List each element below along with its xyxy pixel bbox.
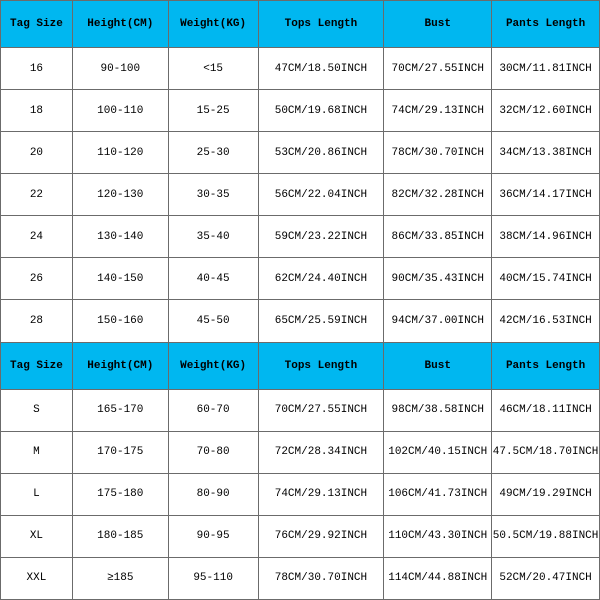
cell: 38CM/14.96INCH xyxy=(492,216,600,258)
cell: 74CM/29.13INCH xyxy=(258,473,384,515)
cell: 49CM/19.29INCH xyxy=(492,473,600,515)
cell: 25-30 xyxy=(168,132,258,174)
table-row: XXL ≥185 95-110 78CM/30.70INCH 114CM/44.… xyxy=(1,557,600,599)
cell: 30CM/11.81INCH xyxy=(492,48,600,90)
table-row: 24 130-140 35-40 59CM/23.22INCH 86CM/33.… xyxy=(1,216,600,258)
cell: 56CM/22.04INCH xyxy=(258,174,384,216)
table-row: 20 110-120 25-30 53CM/20.86INCH 78CM/30.… xyxy=(1,132,600,174)
cell: 120-130 xyxy=(72,174,168,216)
cell: 53CM/20.86INCH xyxy=(258,132,384,174)
col-height: Height(CM) xyxy=(72,1,168,48)
table-row: 16 90-100 <15 47CM/18.50INCH 70CM/27.55I… xyxy=(1,48,600,90)
col-pants-length: Pants Length xyxy=(492,342,600,389)
table-row: L 175-180 80-90 74CM/29.13INCH 106CM/41.… xyxy=(1,473,600,515)
cell: 59CM/23.22INCH xyxy=(258,216,384,258)
cell: 80-90 xyxy=(168,473,258,515)
table-row: M 170-175 70-80 72CM/28.34INCH 102CM/40.… xyxy=(1,431,600,473)
cell: 70CM/27.55INCH xyxy=(258,389,384,431)
cell: 150-160 xyxy=(72,300,168,342)
cell: 82CM/32.28INCH xyxy=(384,174,492,216)
cell: 72CM/28.34INCH xyxy=(258,431,384,473)
cell: XL xyxy=(1,515,73,557)
cell: 70CM/27.55INCH xyxy=(384,48,492,90)
cell: 40CM/15.74INCH xyxy=(492,258,600,300)
table-row: XL 180-185 90-95 76CM/29.92INCH 110CM/43… xyxy=(1,515,600,557)
header-row-1: Tag Size Height(CM) Weight(KG) Tops Leng… xyxy=(1,1,600,48)
cell: 86CM/33.85INCH xyxy=(384,216,492,258)
cell: L xyxy=(1,473,73,515)
cell: 60-70 xyxy=(168,389,258,431)
cell: M xyxy=(1,431,73,473)
table-row: 22 120-130 30-35 56CM/22.04INCH 82CM/32.… xyxy=(1,174,600,216)
cell: ≥185 xyxy=(72,557,168,599)
cell: 110CM/43.30INCH xyxy=(384,515,492,557)
cell: 18 xyxy=(1,90,73,132)
cell: 15-25 xyxy=(168,90,258,132)
cell: 65CM/25.59INCH xyxy=(258,300,384,342)
cell: 114CM/44.88INCH xyxy=(384,557,492,599)
cell: 94CM/37.00INCH xyxy=(384,300,492,342)
cell: 52CM/20.47INCH xyxy=(492,557,600,599)
col-bust: Bust xyxy=(384,342,492,389)
cell: <15 xyxy=(168,48,258,90)
cell: XXL xyxy=(1,557,73,599)
cell: 170-175 xyxy=(72,431,168,473)
cell: 16 xyxy=(1,48,73,90)
cell: 106CM/41.73INCH xyxy=(384,473,492,515)
cell: 47CM/18.50INCH xyxy=(258,48,384,90)
cell: 62CM/24.40INCH xyxy=(258,258,384,300)
col-weight: Weight(KG) xyxy=(168,342,258,389)
cell: 36CM/14.17INCH xyxy=(492,174,600,216)
cell: 90CM/35.43INCH xyxy=(384,258,492,300)
col-pants-length: Pants Length xyxy=(492,1,600,48)
cell: 26 xyxy=(1,258,73,300)
cell: 140-150 xyxy=(72,258,168,300)
cell: 95-110 xyxy=(168,557,258,599)
cell: 28 xyxy=(1,300,73,342)
cell: 30-35 xyxy=(168,174,258,216)
col-height: Height(CM) xyxy=(72,342,168,389)
table-row: S 165-170 60-70 70CM/27.55INCH 98CM/38.5… xyxy=(1,389,600,431)
cell: 90-95 xyxy=(168,515,258,557)
cell: S xyxy=(1,389,73,431)
cell: 90-100 xyxy=(72,48,168,90)
cell: 110-120 xyxy=(72,132,168,174)
cell: 46CM/18.11INCH xyxy=(492,389,600,431)
col-tag-size: Tag Size xyxy=(1,1,73,48)
cell: 32CM/12.60INCH xyxy=(492,90,600,132)
cell: 102CM/40.15INCH xyxy=(384,431,492,473)
cell: 165-170 xyxy=(72,389,168,431)
cell: 34CM/13.38INCH xyxy=(492,132,600,174)
cell: 78CM/30.70INCH xyxy=(258,557,384,599)
cell: 50CM/19.68INCH xyxy=(258,90,384,132)
cell: 45-50 xyxy=(168,300,258,342)
header-row-2: Tag Size Height(CM) Weight(KG) Tops Leng… xyxy=(1,342,600,389)
cell: 47.5CM/18.70INCH xyxy=(492,431,600,473)
cell: 78CM/30.70INCH xyxy=(384,132,492,174)
table-row: 26 140-150 40-45 62CM/24.40INCH 90CM/35.… xyxy=(1,258,600,300)
cell: 50.5CM/19.88INCH xyxy=(492,515,600,557)
cell: 130-140 xyxy=(72,216,168,258)
table-row: 18 100-110 15-25 50CM/19.68INCH 74CM/29.… xyxy=(1,90,600,132)
cell: 35-40 xyxy=(168,216,258,258)
cell: 76CM/29.92INCH xyxy=(258,515,384,557)
cell: 20 xyxy=(1,132,73,174)
cell: 100-110 xyxy=(72,90,168,132)
cell: 180-185 xyxy=(72,515,168,557)
cell: 98CM/38.58INCH xyxy=(384,389,492,431)
cell: 74CM/29.13INCH xyxy=(384,90,492,132)
cell: 70-80 xyxy=(168,431,258,473)
col-tag-size: Tag Size xyxy=(1,342,73,389)
cell: 175-180 xyxy=(72,473,168,515)
size-chart-table: Tag Size Height(CM) Weight(KG) Tops Leng… xyxy=(0,0,600,600)
col-tops-length: Tops Length xyxy=(258,342,384,389)
col-bust: Bust xyxy=(384,1,492,48)
cell: 42CM/16.53INCH xyxy=(492,300,600,342)
cell: 24 xyxy=(1,216,73,258)
cell: 40-45 xyxy=(168,258,258,300)
cell: 22 xyxy=(1,174,73,216)
col-weight: Weight(KG) xyxy=(168,1,258,48)
table-row: 28 150-160 45-50 65CM/25.59INCH 94CM/37.… xyxy=(1,300,600,342)
col-tops-length: Tops Length xyxy=(258,1,384,48)
